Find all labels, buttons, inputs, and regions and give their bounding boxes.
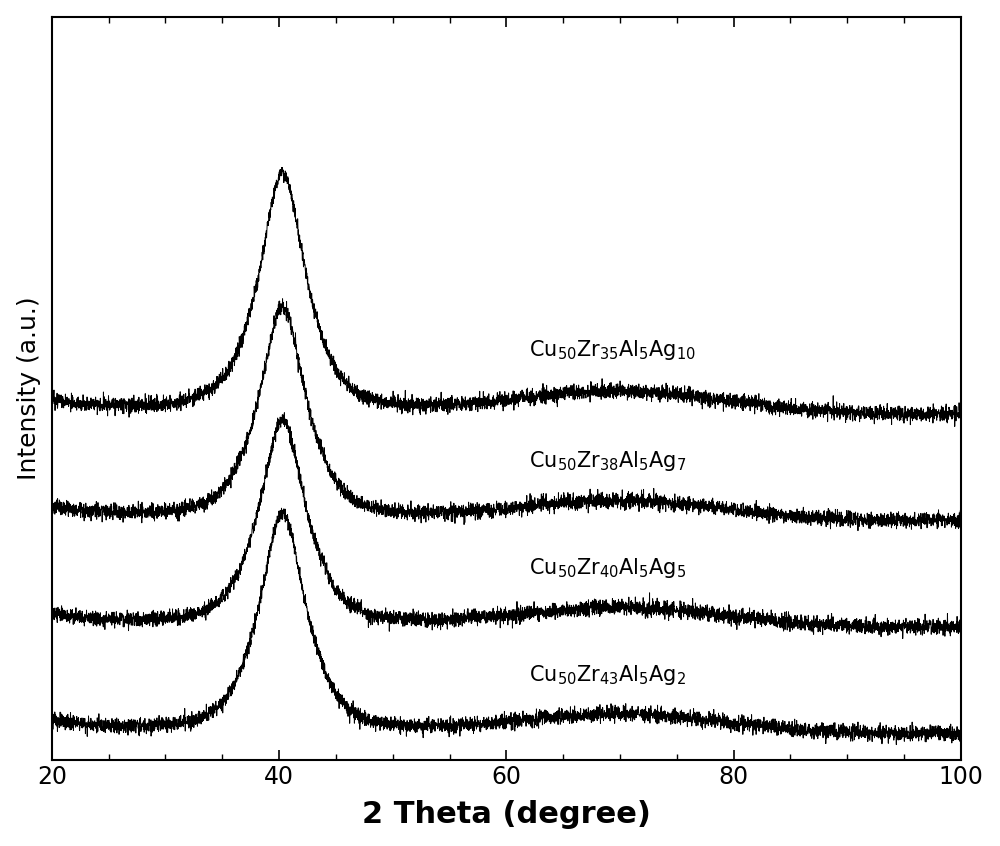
Text: Cu$_{50}$Zr$_{43}$Al$_5$Ag$_2$: Cu$_{50}$Zr$_{43}$Al$_5$Ag$_2$ xyxy=(529,662,686,687)
Text: Cu$_{50}$Zr$_{35}$Al$_5$Ag$_{10}$: Cu$_{50}$Zr$_{35}$Al$_5$Ag$_{10}$ xyxy=(529,338,696,361)
Text: Cu$_{50}$Zr$_{38}$Al$_5$Ag$_7$: Cu$_{50}$Zr$_{38}$Al$_5$Ag$_7$ xyxy=(529,449,687,473)
Text: Cu$_{50}$Zr$_{40}$Al$_5$Ag$_5$: Cu$_{50}$Zr$_{40}$Al$_5$Ag$_5$ xyxy=(529,556,687,580)
X-axis label: 2 Theta (degree): 2 Theta (degree) xyxy=(362,800,651,829)
Y-axis label: Intensity (a.u.): Intensity (a.u.) xyxy=(17,297,41,481)
